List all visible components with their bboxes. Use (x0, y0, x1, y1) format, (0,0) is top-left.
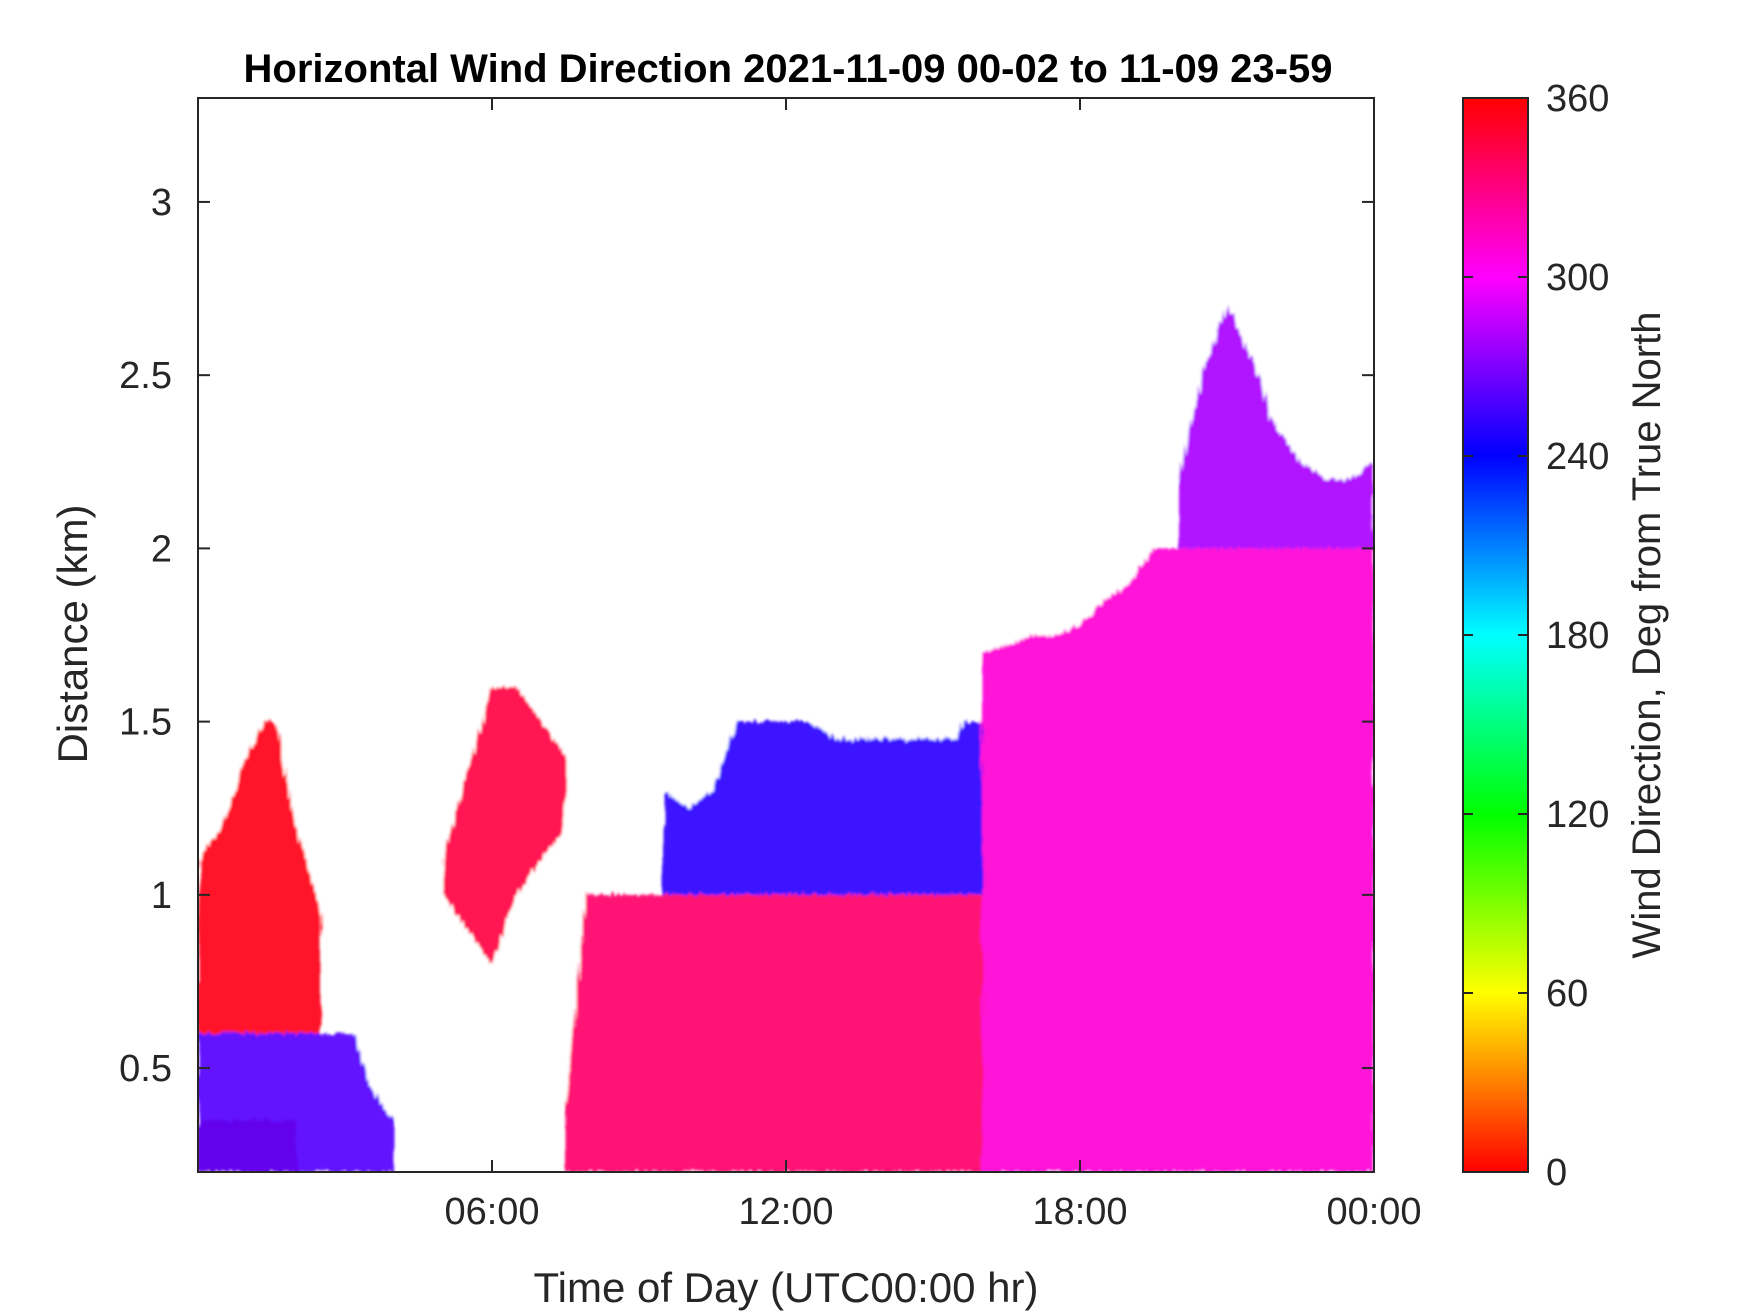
colorbar-tick-label: 120 (1546, 794, 1609, 836)
colorbar-tick-label: 0 (1546, 1152, 1567, 1194)
y-tick-label: 1 (151, 875, 172, 917)
x-tick-label: 06:00 (444, 1191, 539, 1233)
x-tick-label: 00:00 (1326, 1191, 1421, 1233)
y-axis-label: Distance (km) (49, 504, 96, 763)
y-tick-label: 2.5 (119, 355, 172, 397)
colorbar-tick-label: 60 (1546, 973, 1588, 1015)
x-axis: 06:00 12:00 18:00 00:00 (444, 98, 1422, 1233)
x-axis-label: Time of Day (UTC00:00 hr) (534, 1264, 1039, 1311)
colorbar-tick-label: 300 (1546, 257, 1609, 299)
colorbar-tick-label: 180 (1546, 615, 1609, 657)
y-tick-label: 0.5 (119, 1048, 172, 1090)
y-axis: 0.5 1 1.5 2 2.5 3 (119, 182, 1374, 1090)
y-tick-label: 1.5 (119, 702, 172, 744)
floating-band-shape (443, 687, 566, 965)
y-tick-label: 3 (151, 182, 172, 224)
y-tick-label: 2 (151, 528, 172, 570)
x-tick-label: 18:00 (1032, 1191, 1127, 1233)
heatmap-region-4 (565, 894, 982, 1172)
heatmap-region-6 (982, 548, 1374, 1172)
colorbar-label: Wind Direction, Deg from True North (1625, 312, 1669, 959)
chart-title: Horizontal Wind Direction 2021-11-09 00-… (244, 47, 1333, 91)
floating-band (443, 687, 566, 965)
colorbar-tick-label: 240 (1546, 436, 1609, 478)
colorbar-tick-label: 360 (1546, 78, 1609, 120)
heatmap-layer (198, 98, 1374, 1172)
colorbar-ticks: 0 60 120 180 240 300 360 (1463, 78, 1609, 1194)
x-tick-label: 12:00 (738, 1191, 833, 1233)
